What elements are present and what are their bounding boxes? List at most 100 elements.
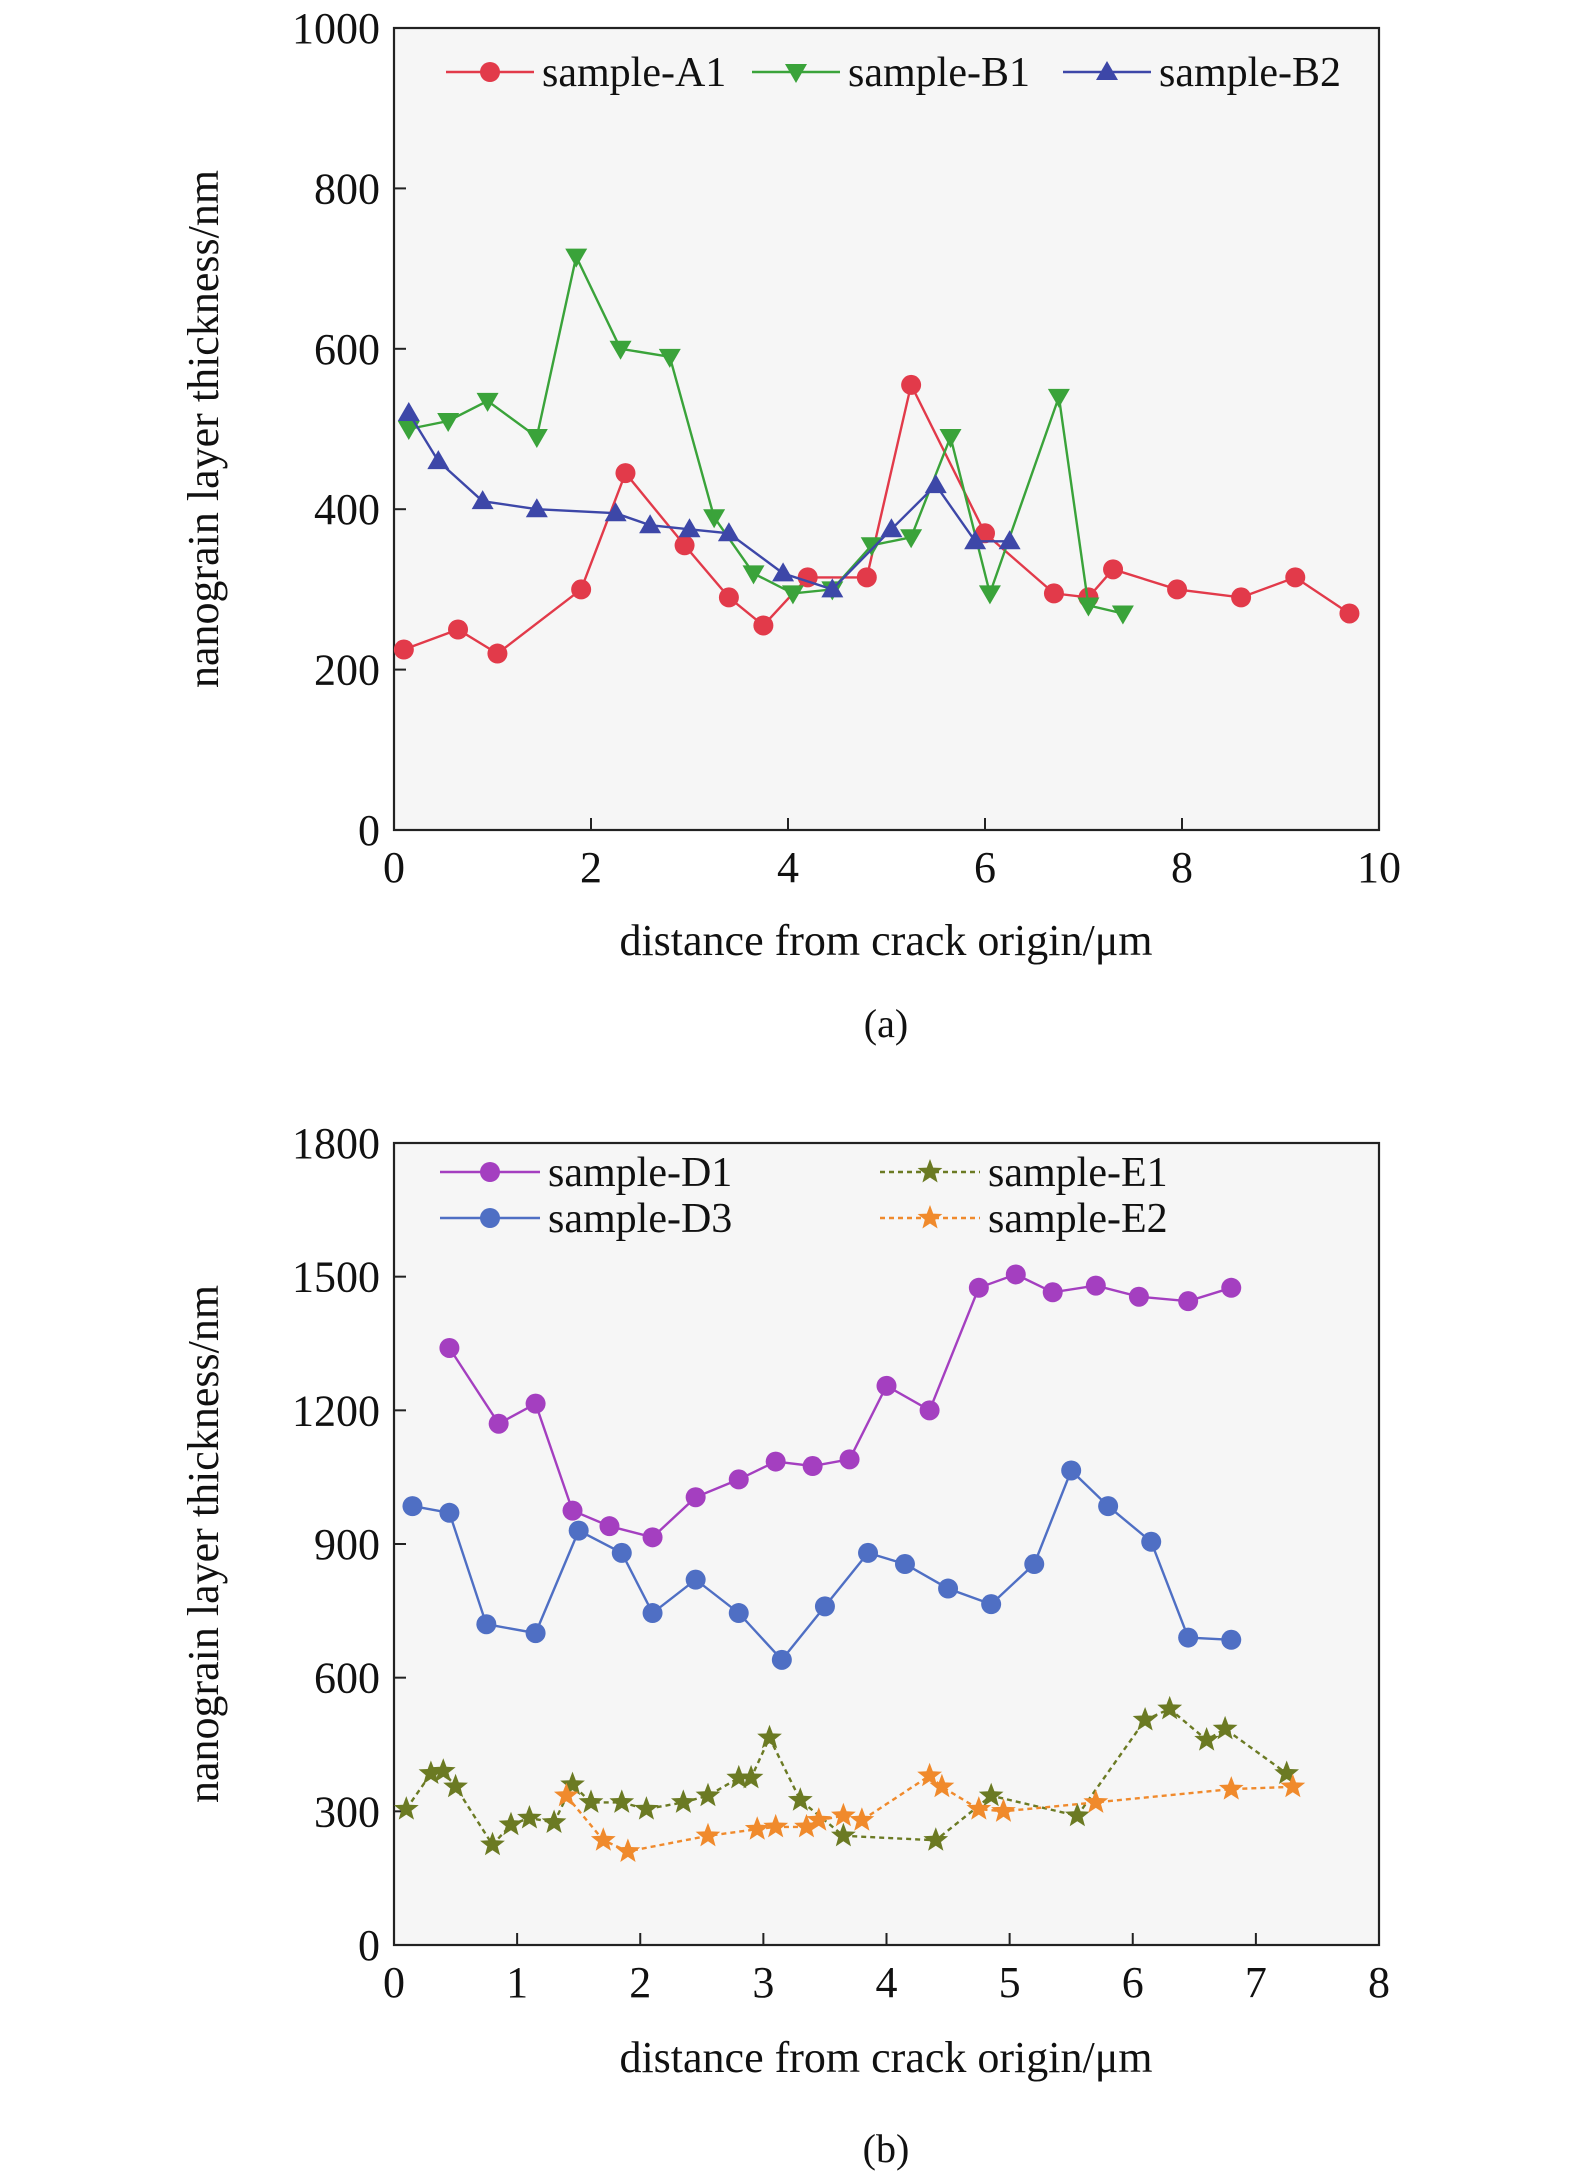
- series-sample-e2: [554, 1762, 1306, 1862]
- data-point-sample-e1: [560, 1771, 585, 1796]
- data-point-sample-e2: [590, 1827, 616, 1851]
- x-tick-label: 6: [974, 843, 996, 892]
- data-point-sample-e1: [695, 1782, 721, 1807]
- legend-label: sample-E2: [988, 1196, 1168, 1242]
- panel-label-b: (b): [863, 2126, 910, 2171]
- data-point-sample-a1: [674, 535, 695, 556]
- data-point-sample-d3: [1178, 1627, 1199, 1648]
- data-point-sample-b2: [821, 578, 844, 598]
- legend-marker: [480, 1208, 500, 1228]
- data-point-sample-d3: [525, 1623, 546, 1644]
- data-point-sample-e2: [1218, 1776, 1244, 1800]
- panel-label-a: (a): [864, 1001, 908, 1046]
- data-point-sample-e1: [634, 1796, 659, 1820]
- data-point-sample-b1: [1077, 597, 1100, 617]
- data-point-sample-d3: [858, 1542, 879, 1563]
- data-point-sample-a1: [856, 567, 877, 588]
- data-point-sample-a1: [393, 639, 414, 660]
- data-point-sample-e1: [578, 1789, 604, 1813]
- series-sample-b2: [397, 401, 1021, 598]
- legend-item-sample-d1: sample-D1: [440, 1150, 732, 1196]
- y-tick-label: 200: [314, 646, 380, 695]
- series-sample-e1: [393, 1695, 1299, 1856]
- data-point-sample-e1: [443, 1773, 468, 1798]
- data-point-sample-b1: [658, 348, 681, 368]
- series-group-a: [393, 248, 1360, 664]
- x-tick-label: 4: [876, 1958, 898, 2007]
- data-point-sample-d1: [562, 1500, 583, 1521]
- x-tick-label: 8: [1171, 843, 1193, 892]
- data-point-sample-b2: [678, 518, 701, 538]
- data-point-sample-b1: [397, 421, 420, 440]
- y-axis-label-b: nanograin layer thickness/nm: [179, 1285, 228, 1803]
- data-point-sample-a1: [448, 619, 469, 640]
- data-point-sample-a1: [571, 579, 592, 600]
- data-point-sample-d1: [1178, 1291, 1199, 1312]
- x-tick-label: 0: [383, 843, 405, 892]
- data-point-sample-e2: [966, 1796, 992, 1820]
- tick-marks-b: [393, 1142, 1380, 1946]
- legend-item-sample-b2: sample-B2: [1063, 50, 1341, 96]
- data-point-sample-b2: [604, 502, 627, 522]
- data-point-sample-a1: [1339, 603, 1360, 624]
- data-point-sample-a1: [1285, 567, 1306, 588]
- data-point-sample-d3: [1061, 1460, 1082, 1481]
- plot-area-a: [392, 26, 1381, 832]
- data-point-sample-a1: [1167, 579, 1188, 600]
- data-point-sample-b1: [476, 392, 499, 412]
- x-tick-label: 4: [777, 843, 799, 892]
- data-point-sample-e1: [498, 1811, 524, 1836]
- series-sample-b1: [397, 248, 1134, 625]
- data-point-sample-e1: [1132, 1707, 1158, 1731]
- x-tick-label: 7: [1245, 1958, 1267, 2007]
- data-point-sample-d1: [525, 1393, 546, 1414]
- data-point-sample-e2: [554, 1782, 579, 1807]
- y-tick-label: 900: [314, 1520, 380, 1569]
- data-point-sample-b2: [880, 518, 903, 538]
- data-point-sample-d1: [488, 1413, 509, 1434]
- data-point-sample-a1: [487, 643, 508, 664]
- x-tick-label: 0: [383, 1958, 405, 2007]
- data-point-sample-a1: [753, 615, 774, 636]
- data-point-sample-b2: [717, 522, 740, 542]
- legend-marker: [917, 1159, 943, 1183]
- data-point-sample-b1: [565, 248, 588, 268]
- legend-label: sample-D3: [548, 1196, 732, 1242]
- data-point-sample-e1: [978, 1782, 1004, 1807]
- y-tick-label: 1800: [292, 1119, 380, 1168]
- data-point-sample-e1: [418, 1760, 444, 1784]
- data-point-sample-d1: [919, 1400, 940, 1421]
- data-point-sample-b1: [900, 529, 923, 549]
- x-tick-label: 3: [752, 1958, 774, 2007]
- data-point-sample-d1: [1042, 1282, 1063, 1303]
- data-point-sample-d3: [981, 1594, 1002, 1615]
- chart-panel-a: sample-A1 sample-B1 sample-B2 0 2 4 6 8 10 0 200 4…: [179, 4, 1401, 1046]
- legend-item-sample-b1: sample-B1: [752, 50, 1030, 96]
- data-point-sample-b1: [525, 429, 548, 449]
- data-point-sample-b2: [639, 514, 662, 534]
- x-tick-label: 2: [580, 843, 602, 892]
- data-point-sample-d3: [894, 1554, 915, 1575]
- y-tick-label: 0: [358, 1921, 380, 1970]
- data-point-sample-d1: [1085, 1275, 1106, 1296]
- data-point-sample-d1: [728, 1469, 749, 1490]
- legend-marker: [480, 62, 500, 82]
- data-point-sample-b1: [437, 412, 460, 432]
- y-tick-label: 400: [314, 485, 380, 534]
- legend-marker: [917, 1205, 943, 1229]
- y-tick-label: 0: [358, 806, 380, 855]
- data-point-sample-a1: [1043, 583, 1064, 604]
- data-point-sample-d3: [476, 1614, 497, 1635]
- legend-marker: [1096, 61, 1118, 80]
- data-point-sample-b2: [397, 401, 420, 421]
- series-group-b: [393, 1264, 1306, 1862]
- data-point-sample-d3: [814, 1596, 835, 1617]
- data-point-sample-b2: [998, 530, 1021, 550]
- data-point-sample-e1: [1065, 1802, 1090, 1827]
- data-point-sample-e1: [923, 1827, 949, 1851]
- data-point-sample-e2: [849, 1807, 875, 1831]
- data-point-sample-d1: [839, 1449, 860, 1470]
- data-point-sample-d3: [728, 1603, 749, 1624]
- data-point-sample-b1: [742, 565, 765, 585]
